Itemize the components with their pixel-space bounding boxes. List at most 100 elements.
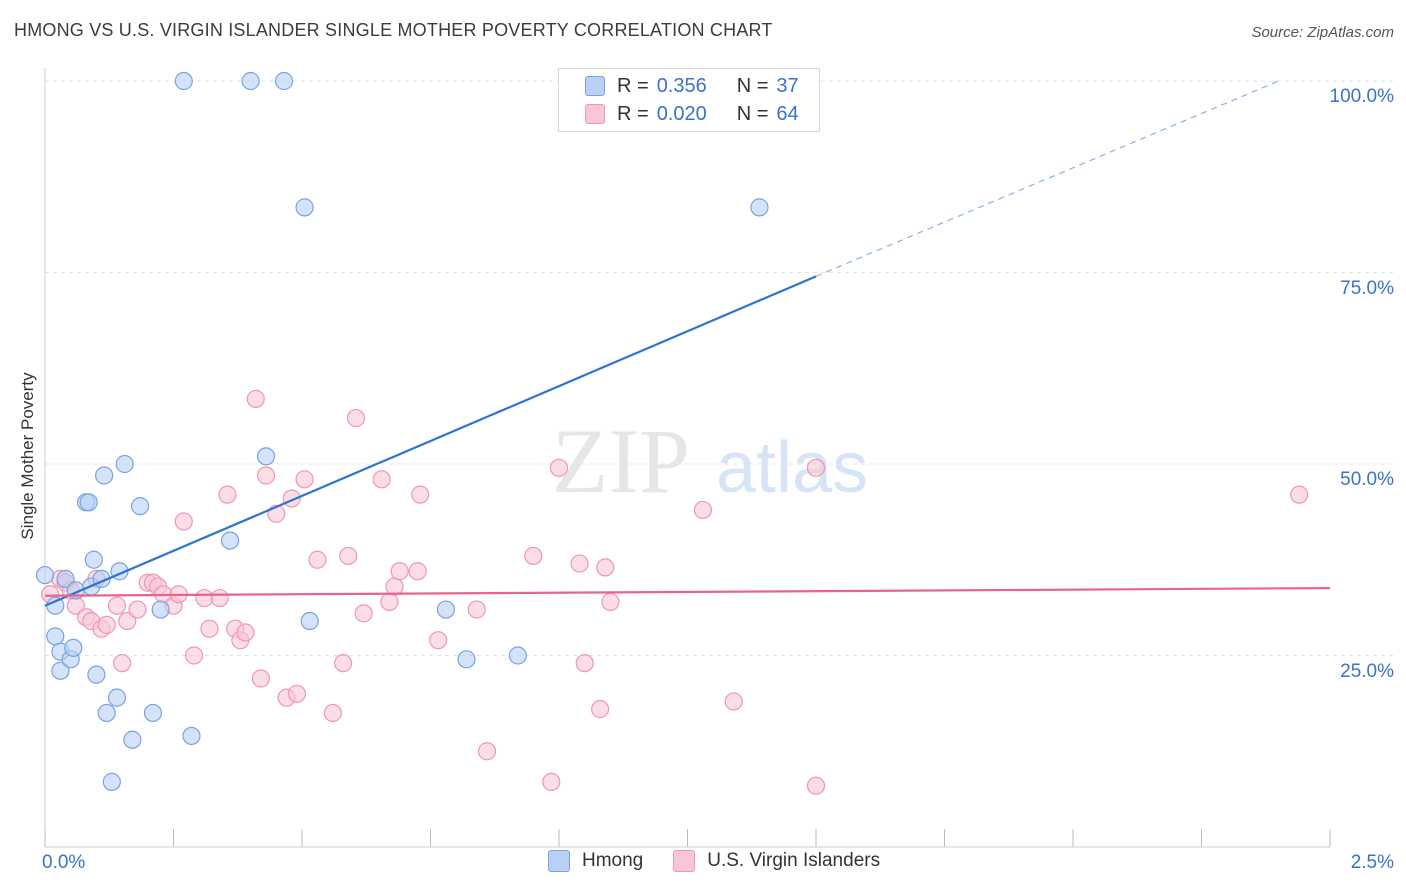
hmong-trend-line	[44, 275, 817, 607]
data-point	[508, 646, 527, 665]
data-point	[46, 627, 65, 646]
data-point	[542, 772, 561, 791]
grid-lines	[45, 80, 1395, 656]
y-axis-label: Single Mother Poverty	[18, 372, 37, 540]
hmong-legend-swatch	[548, 850, 570, 872]
data-point	[220, 531, 240, 550]
data-point	[436, 600, 456, 619]
data-point	[724, 692, 743, 711]
watermark-zip: ZIP	[552, 410, 690, 512]
data-point	[79, 493, 98, 512]
data-point	[467, 600, 486, 619]
data-point	[218, 485, 237, 504]
axes	[44, 68, 1331, 848]
data-point	[429, 631, 448, 650]
data-point	[210, 588, 229, 608]
data-point	[118, 611, 137, 631]
data-point	[477, 742, 497, 761]
data-point	[56, 569, 75, 589]
data-point	[411, 485, 430, 504]
data-point	[143, 703, 163, 723]
data-point	[64, 638, 83, 657]
data-point	[549, 458, 569, 477]
data-point	[806, 458, 826, 477]
y-tick-label: 100.0%	[1329, 86, 1394, 107]
data-point	[806, 776, 826, 795]
data-point	[274, 71, 294, 91]
data-point	[300, 611, 319, 631]
data-point	[308, 550, 327, 569]
data-point	[457, 650, 476, 669]
y-tick-label: 75.0%	[1340, 277, 1394, 299]
data-point	[236, 623, 255, 642]
legend-row-vi: R = 0.020 N = 64	[585, 101, 799, 127]
data-point	[174, 512, 193, 531]
r-label: R =	[617, 74, 649, 97]
hmong-swatch	[585, 76, 605, 96]
data-point	[107, 596, 127, 615]
data-point	[102, 772, 121, 791]
data-point	[408, 562, 427, 581]
r-label: R =	[617, 102, 649, 125]
data-point	[287, 684, 306, 703]
data-point	[372, 470, 391, 489]
correlation-legend: R = 0.356 N = 37 R = 0.020 N = 64	[558, 68, 820, 132]
vi-trend-line	[44, 586, 1331, 597]
source-label: Source: ZipAtlas.com	[1251, 24, 1394, 41]
legend-label-vi: U.S. Virgin Islanders	[707, 850, 881, 871]
data-point	[339, 546, 358, 566]
data-point	[750, 198, 769, 217]
n-value: 37	[776, 74, 799, 97]
r-value: 0.356	[656, 74, 707, 97]
data-point	[107, 688, 127, 707]
data-point	[596, 558, 615, 577]
data-point	[97, 703, 116, 723]
data-point	[256, 466, 276, 485]
r-value: 0.020	[656, 102, 707, 125]
trend-lines	[44, 80, 1331, 607]
data-point	[87, 665, 106, 684]
y-tick-label: 50.0%	[1340, 469, 1394, 490]
data-point	[35, 565, 55, 585]
data-point	[195, 588, 214, 608]
data-point	[354, 604, 373, 623]
data-point	[295, 198, 314, 217]
data-point	[182, 726, 201, 746]
series-legend: Hmong U.S. Virgin Islanders	[548, 850, 910, 872]
watermark-atlas: atlas	[716, 428, 868, 508]
data-point	[295, 470, 314, 489]
data-point	[174, 71, 193, 91]
y-tick-label: 25.0%	[1340, 660, 1394, 682]
data-point	[524, 546, 543, 566]
n-label: N =	[736, 74, 769, 97]
data-point	[123, 730, 142, 749]
legend-row-hmong: R = 0.356 N = 37	[585, 73, 799, 99]
hmong-points	[35, 71, 769, 791]
data-point	[51, 661, 70, 680]
data-point	[115, 454, 134, 474]
data-point	[385, 577, 404, 596]
vi-swatch	[585, 104, 605, 124]
legend-item-vi: U.S. Virgin Islanders	[673, 850, 880, 872]
data-point	[95, 466, 114, 485]
data-point	[200, 619, 219, 638]
legend-label-hmong: Hmong	[582, 850, 644, 871]
data-point	[84, 550, 103, 569]
vi-legend-swatch	[673, 850, 696, 872]
data-point	[184, 646, 204, 665]
data-point	[151, 600, 170, 619]
data-point	[323, 703, 342, 723]
hmong-trend-extension	[815, 80, 1279, 277]
data-point	[112, 654, 132, 673]
data-point	[1290, 485, 1309, 504]
data-point	[591, 700, 610, 719]
data-point	[346, 408, 366, 428]
data-point	[256, 447, 276, 466]
data-point	[380, 592, 399, 611]
data-point	[693, 500, 713, 520]
n-value: 64	[776, 102, 799, 125]
data-point	[241, 71, 260, 91]
data-point	[130, 497, 150, 516]
n-label: N =	[736, 102, 769, 125]
